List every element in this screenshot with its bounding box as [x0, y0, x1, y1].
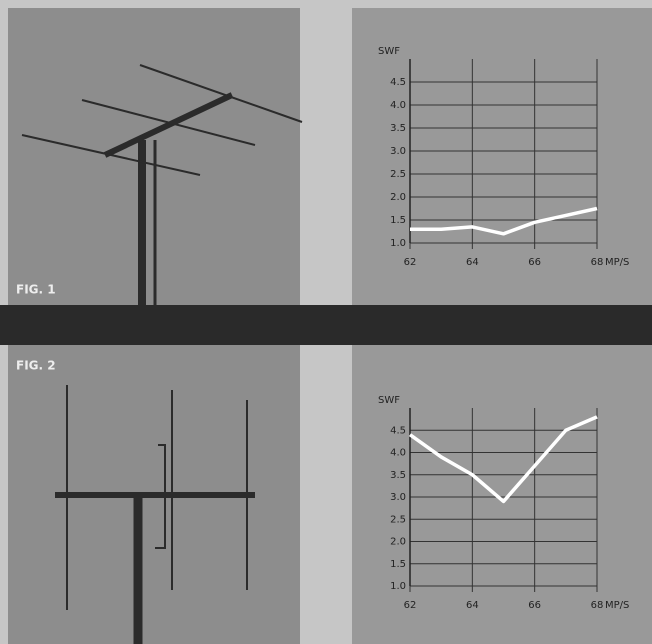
- x-tick-label: 66: [528, 600, 541, 611]
- y-tick-label: 1.5: [390, 215, 406, 226]
- y-tick-label: 1.5: [390, 559, 406, 570]
- y-tick-label: 3.0: [390, 492, 406, 503]
- y-tick-label: 3.5: [390, 123, 406, 134]
- y-tick-label: 4.5: [390, 77, 406, 88]
- figure-label: FIG. 1: [16, 283, 56, 297]
- y-tick-label: 1.0: [390, 581, 406, 592]
- y-tick-label: 2.5: [390, 514, 406, 525]
- x-tick-label: 62: [404, 257, 417, 268]
- x-tick-label: 66: [528, 257, 541, 268]
- x-tick-label: 62: [404, 600, 417, 611]
- y-tick-label: 4.0: [390, 100, 406, 111]
- y-axis-label: SWF: [378, 46, 400, 57]
- x-tick-label: 68: [591, 257, 604, 268]
- y-tick-label: 4.5: [390, 425, 406, 436]
- page-canvas: FIG. 1 FIG. 2 1.0 1.5 2.0 2.5 3.0 3.5 4.0 4.5 62…: [0, 0, 652, 644]
- x-tick-label: 64: [466, 257, 479, 268]
- x-axis-label: MP/S: [605, 600, 629, 611]
- figure-label: FIG. 2: [16, 359, 56, 373]
- y-tick-label: 2.5: [390, 169, 406, 180]
- y-tick-label: 3.0: [390, 146, 406, 157]
- y-tick-label: 4.0: [390, 448, 406, 459]
- y-tick-label: 1.0: [390, 238, 406, 249]
- page: FIG. 1 FIG. 2 1.0 1.5 2.0 2.5 3.0 3.5 4.0 4.5 62…: [0, 0, 652, 644]
- x-tick-label: 64: [466, 600, 479, 611]
- x-tick-label: 68: [591, 600, 604, 611]
- y-tick-label: 3.5: [390, 470, 406, 481]
- y-axis-label: SWF: [378, 395, 400, 406]
- y-tick-label: 2.0: [390, 537, 406, 548]
- x-axis-label: MP/S: [605, 257, 629, 268]
- y-tick-label: 2.0: [390, 192, 406, 203]
- dark-band: [0, 305, 652, 345]
